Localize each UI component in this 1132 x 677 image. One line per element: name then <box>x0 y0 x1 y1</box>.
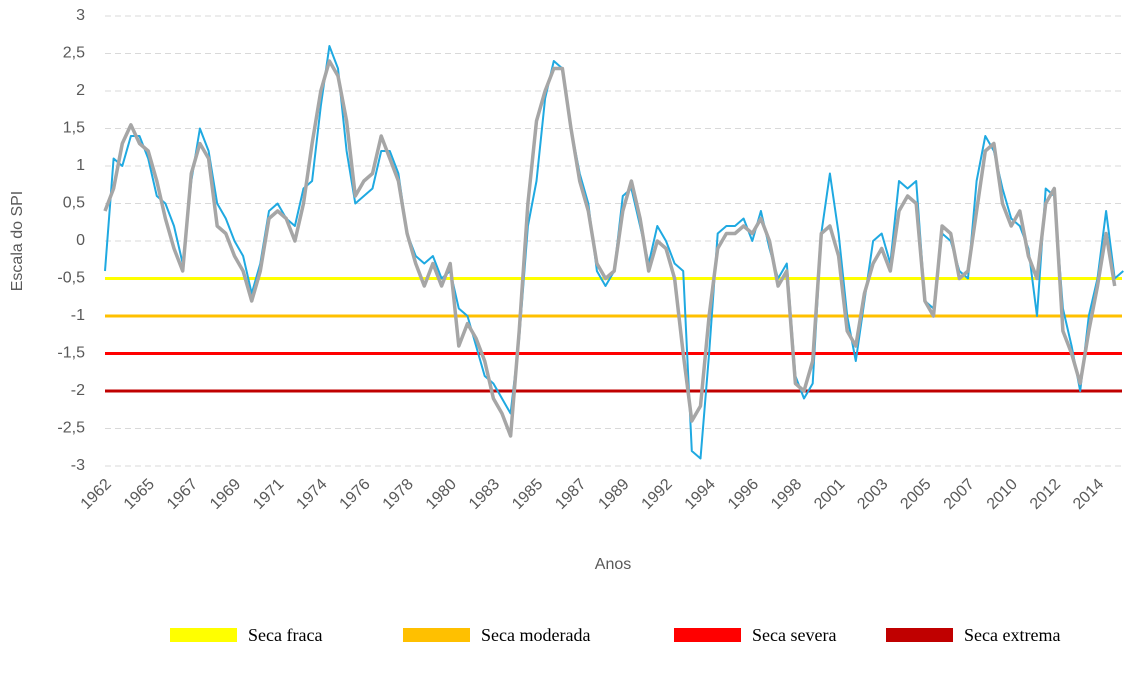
y-tick-label: 0,5 <box>63 195 85 212</box>
y-tick-label: 3 <box>76 7 85 24</box>
x-tick-label: 1985 <box>509 476 546 513</box>
y-tick-label: -0,5 <box>57 270 85 287</box>
y-tick-label: 2 <box>76 82 85 99</box>
x-tick-label: 1992 <box>639 476 676 513</box>
x-tick-label: 1996 <box>725 476 762 513</box>
x-tick-label: 1971 <box>250 476 287 513</box>
x-tick-label: 2014 <box>1070 476 1107 513</box>
x-tick-label: 1978 <box>380 476 417 513</box>
y-tick-label: -3 <box>71 457 85 474</box>
x-tick-label: 2003 <box>854 476 891 513</box>
legend-label: Seca extrema <box>964 625 1060 645</box>
y-axis-label: Escala do SPI <box>9 191 26 292</box>
legend-swatch <box>170 628 237 642</box>
legend-label: Seca severa <box>752 625 836 645</box>
legend-swatch <box>886 628 953 642</box>
y-tick-label: -1,5 <box>57 345 85 362</box>
x-tick-label: 1994 <box>682 476 719 513</box>
y-tick-label: 1,5 <box>63 120 85 137</box>
spi-line <box>103 59 1117 438</box>
y-tick-label: -2,5 <box>57 420 85 437</box>
y-tick-label: 1 <box>76 157 85 174</box>
x-tick-label: 2005 <box>897 476 934 513</box>
legend-swatch <box>403 628 470 642</box>
x-tick-label: 1976 <box>337 476 374 513</box>
x-tick-label: 1989 <box>595 476 632 513</box>
legend-swatch <box>674 628 741 642</box>
x-tick-label: 1974 <box>293 476 330 513</box>
x-tick-label: 1980 <box>423 476 460 513</box>
x-tick-label: 1969 <box>207 476 244 513</box>
x-axis-label: Anos <box>595 556 631 573</box>
x-tick-label: 1965 <box>121 476 158 513</box>
x-tick-label: 1998 <box>768 476 805 513</box>
x-tick-label: 1987 <box>552 476 589 513</box>
y-tick-label: 0 <box>76 232 85 249</box>
x-tick-label: 1983 <box>466 476 503 513</box>
legend-label: Seca moderada <box>481 625 590 645</box>
x-tick-label: 1962 <box>78 476 115 513</box>
legend-label: Seca fraca <box>248 625 322 645</box>
x-tick-label: 2012 <box>1027 476 1064 513</box>
y-tick-label: -2 <box>71 382 85 399</box>
x-tick-label: 2010 <box>984 476 1021 513</box>
y-tick-label: 2,5 <box>63 45 85 62</box>
x-tick-label: 2001 <box>811 476 848 513</box>
x-tick-label: 1967 <box>164 476 201 513</box>
y-tick-label: -1 <box>71 307 85 324</box>
x-tick-label: 2007 <box>941 476 978 513</box>
